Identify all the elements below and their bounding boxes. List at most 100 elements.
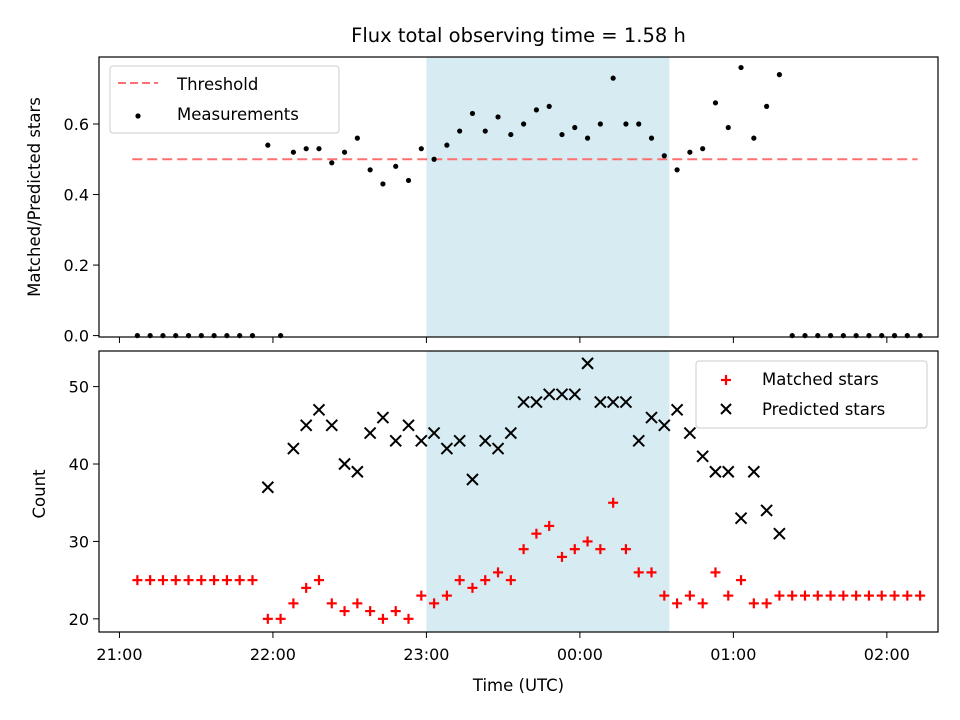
top-y-tick-label: 0.2: [64, 256, 89, 275]
matched-star-point: [838, 590, 849, 601]
top-legend-box: [109, 65, 340, 134]
measurement-point: [687, 149, 693, 155]
predicted-star-point: [351, 465, 364, 478]
predicted-star-point: [479, 434, 492, 448]
legend-measurements-swatch: [135, 113, 141, 119]
measurement-point: [341, 149, 348, 155]
matched-star-point: [157, 575, 168, 586]
measurement-point: [764, 103, 770, 109]
matched-star-point: [697, 598, 708, 609]
measurement-point: [776, 72, 783, 78]
matched-star-point: [441, 590, 452, 601]
matched-star-point: [659, 590, 670, 601]
matched-star-point: [531, 528, 542, 539]
matched-star-point: [416, 590, 427, 601]
predicted-star-point: [606, 395, 620, 409]
predicted-star-point: [670, 403, 684, 417]
matched-star-point: [183, 575, 194, 586]
matched-star-point: [736, 575, 747, 586]
matched-star-point: [787, 590, 798, 601]
measurement-point: [533, 107, 540, 113]
legend-matched-label: Matched stars: [762, 370, 879, 389]
predicted-star-point: [299, 419, 313, 432]
measurement-point: [303, 146, 309, 152]
top-y-tick-label: 0.0: [64, 327, 89, 346]
matched-star-point: [774, 590, 785, 601]
matched-star-point: [247, 575, 258, 586]
predicted-star-point: [747, 465, 761, 478]
measurement-point: [546, 103, 552, 109]
bottom-y-tick-label: 30: [69, 532, 89, 551]
bottom-y-tick-label: 20: [69, 610, 89, 629]
predicted-star-point: [722, 465, 735, 478]
predicted-star-point: [581, 357, 594, 370]
top-y-axis-label: Matched/Predicted stars: [25, 97, 44, 297]
predicted-star-point: [312, 403, 326, 417]
predicted-star-point: [773, 527, 786, 540]
bottom-panel: 20 30 40 50 21:00 22:00 23:00 00:00 01:00 02:00 C…: [30, 350, 939, 695]
measurement-point: [405, 177, 412, 184]
matched-star-point: [684, 590, 695, 601]
bottom-ticks: 20 30 40 50 21:00 22:00 23:00 00:00 01:00 02:00: [69, 378, 910, 664]
top-panel: 0.0 0.2 0.4 0.6 Matched/Predicted stars Thr…: [25, 56, 939, 346]
predicted-stars-series: [261, 357, 786, 540]
predicted-star-point: [389, 434, 402, 448]
matched-star-point: [518, 544, 529, 555]
bottom-x-tick-label: 21:00: [96, 645, 142, 664]
measurement-point: [482, 128, 488, 134]
measurement-point: [725, 124, 731, 131]
matched-star-point: [313, 575, 324, 586]
measurement-point: [380, 181, 386, 187]
matched-star-point: [234, 575, 245, 586]
matched-star-point: [608, 497, 619, 508]
matched-star-point: [876, 590, 887, 601]
matched-star-point: [825, 590, 836, 601]
top-highlight-span: [426, 57, 670, 337]
legend-measurements-label: Measurements: [177, 105, 299, 124]
matched-star-point: [221, 575, 232, 586]
predicted-star-point: [683, 426, 697, 440]
matched-star-point: [365, 606, 376, 617]
measurement-point: [610, 75, 616, 81]
bottom-y-axis-label: Count: [30, 469, 49, 519]
measurements-series: [134, 64, 923, 339]
predicted-star-point: [491, 442, 505, 455]
predicted-star-point: [287, 442, 300, 455]
predicted-star-point: [453, 434, 466, 448]
matched-star-point: [352, 598, 363, 609]
measurement-point: [265, 142, 271, 148]
predicted-star-point: [466, 473, 479, 486]
matched-star-point: [723, 590, 734, 601]
top-axes-frame: [98, 56, 939, 338]
matched-star-point: [863, 590, 874, 601]
matched-star-point: [582, 536, 593, 547]
bottom-x-tick-label: 23:00: [403, 645, 449, 664]
matched-star-point: [710, 567, 721, 578]
matched-star-point: [301, 582, 312, 593]
bottom-y-tick-label: 40: [69, 455, 89, 474]
predicted-star-point: [338, 457, 351, 471]
measurement-point: [674, 167, 680, 173]
measurement-point: [457, 128, 463, 134]
matched-star-point: [569, 544, 580, 555]
predicted-star-point: [555, 388, 569, 401]
measurement-point: [559, 131, 565, 138]
matched-star-point: [812, 590, 823, 601]
matched-star-point: [646, 567, 657, 578]
matched-star-point: [454, 575, 465, 586]
predicted-star-point: [427, 426, 441, 440]
measurement-point: [367, 167, 373, 173]
legend-predicted-label: Predicted stars: [762, 400, 885, 419]
matched-star-point: [390, 606, 401, 617]
predicted-star-point: [542, 388, 556, 401]
matched-star-point: [288, 598, 299, 609]
matched-star-point: [480, 575, 491, 586]
bottom-axes-frame: [98, 350, 939, 633]
predicted-star-point: [696, 450, 709, 463]
top-y-tick-label: 0.4: [64, 186, 89, 205]
predicted-star-point: [530, 395, 543, 409]
measurement-point: [431, 156, 437, 162]
chart-title: Flux total observing time = 1.58 h: [351, 24, 686, 47]
measurement-point: [290, 149, 297, 155]
